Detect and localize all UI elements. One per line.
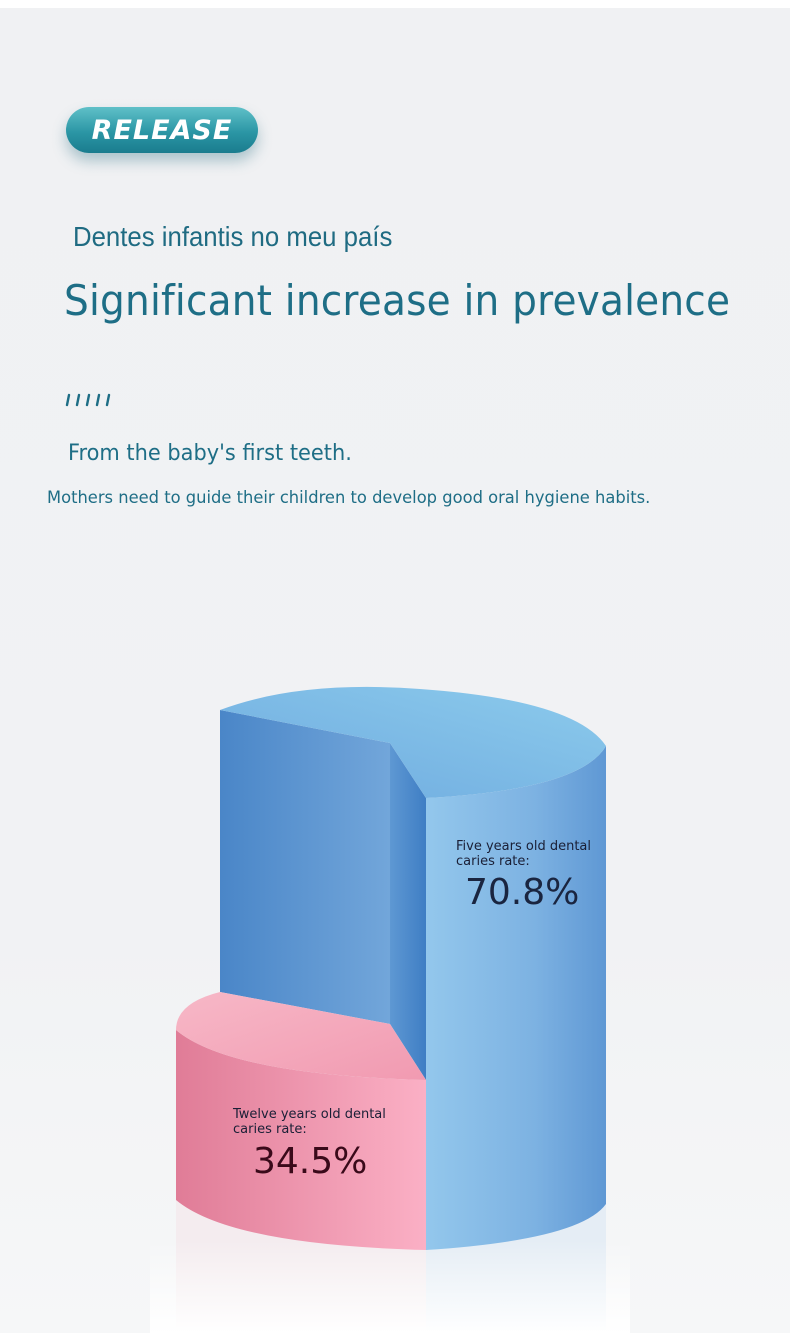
- blue-label-line1: Five years old dental: [456, 839, 591, 854]
- blue-segment-cut-face: [220, 710, 390, 1024]
- blue-value-label: 70.8%: [465, 872, 580, 913]
- release-badge: RELEASE: [66, 107, 258, 153]
- intro-body: Mothers need to guide their children to …: [47, 488, 651, 508]
- pink-segment-side: [176, 1030, 426, 1250]
- decorative-ticks: [65, 393, 111, 407]
- pink-label-line2: caries rate:: [233, 1122, 307, 1137]
- intro-lead: From the baby's first teeth.: [68, 441, 352, 466]
- blue-segment-top: [220, 686, 606, 798]
- blue-segment-side: [426, 746, 606, 1250]
- blue-label-line2: caries rate:: [456, 854, 530, 869]
- blue-label: Five years old dental caries rate:: [456, 839, 591, 869]
- subtitle: Dentes infantis no meu país: [73, 221, 393, 252]
- pink-value-label: 34.5%: [253, 1141, 368, 1182]
- pink-label-line1: Twelve years old dental: [233, 1107, 386, 1122]
- pink-segment-top: [176, 992, 426, 1080]
- release-badge-label: RELEASE: [91, 114, 233, 146]
- pink-label: Twelve years old dental caries rate:: [233, 1107, 386, 1137]
- page-title: Significant increase in prevalence: [64, 276, 731, 325]
- blue-segment-inner-face: [390, 743, 426, 1080]
